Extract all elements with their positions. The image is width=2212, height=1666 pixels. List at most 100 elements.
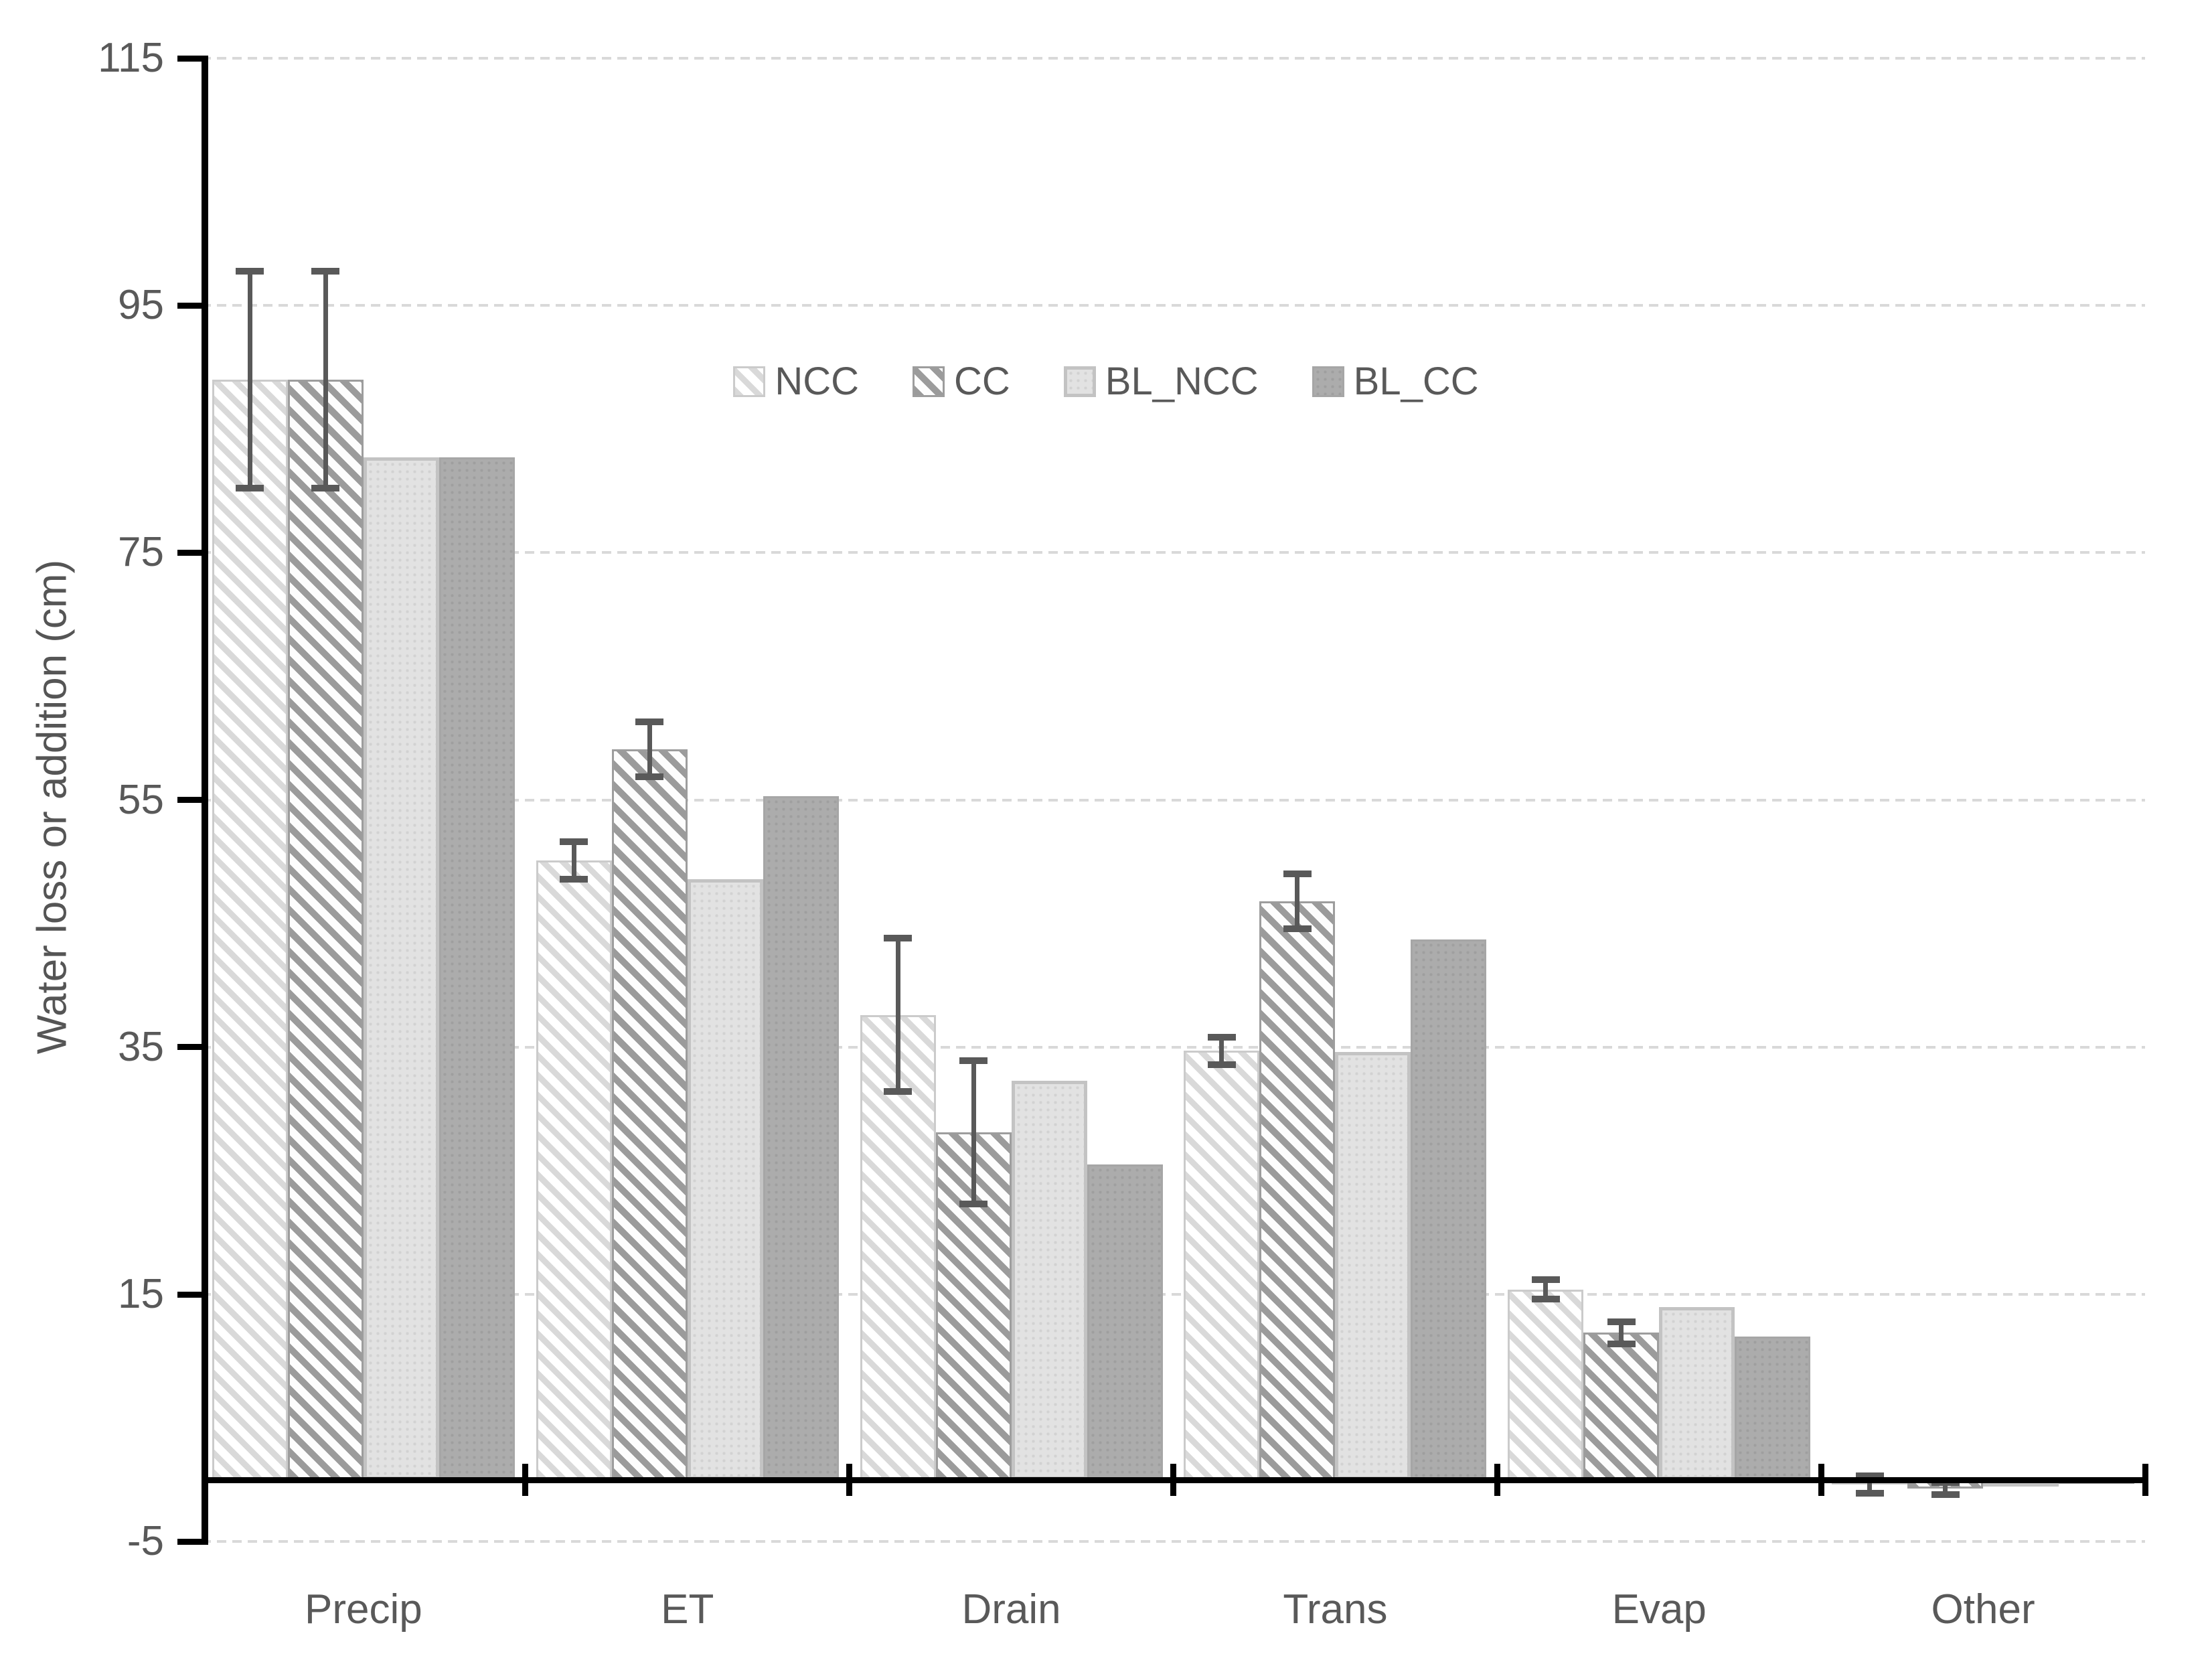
legend-label: BL_CC [1353,360,1479,403]
x-axis-boundary-tick [1818,1464,1824,1496]
gridline-115 [202,57,2145,60]
bar-NCC-Trans [1184,1051,1260,1480]
legend-item-NCC: NCC [733,362,859,402]
error-bar-cap-bottom [1855,1490,1884,1497]
bar-BL_NCC-Drain [1011,1080,1087,1480]
y-tick-label: 115 [98,35,164,81]
error-bar-CC-Trans [1295,874,1300,929]
bar-CC-Trans [1259,901,1336,1480]
y-tick-115 [177,55,202,62]
error-bar-cap-bottom [884,1088,913,1095]
y-tick-label: 95 [118,282,164,329]
y-tick-55 [177,797,202,804]
y-tick-95 [177,302,202,309]
x-axis-label-drain: Drain [961,1586,1061,1633]
x-axis-label-evap: Evap [1611,1586,1707,1633]
error-bar-cap-top [635,718,664,726]
error-bar-NCC-Other [1867,1476,1873,1494]
x-axis-boundary-tick [2142,1464,2148,1496]
y-tick--5 [177,1538,202,1545]
bar-CC-Evap [1583,1333,1660,1480]
legend-label: BL_NCC [1105,360,1259,403]
error-bar-CC-Drain [971,1061,976,1205]
x-axis-label-other: Other [1931,1586,2035,1633]
y-tick-35 [177,1044,202,1051]
error-bar-NCC-Trans [1219,1037,1224,1065]
y-tick-label: 55 [118,776,164,823]
error-bar-cap-top [311,267,340,275]
bar-BL_CC-Evap [1735,1336,1811,1480]
legend-label: NCC [775,360,860,403]
error-bar-NCC-Evap [1543,1279,1549,1300]
x-axis-boundary-tick [846,1464,853,1496]
error-bar-NCC-ET [571,842,576,879]
error-bar-cap-top [1283,870,1312,878]
error-bar-cap-bottom [1531,1296,1560,1303]
bar-BL_CC-Drain [1087,1164,1163,1480]
bar-NCC-Evap [1508,1289,1584,1480]
bar-BL_NCC-Evap [1659,1306,1735,1480]
gridline-75 [202,551,2145,554]
error-bar-cap-bottom [1607,1340,1636,1347]
error-bar-cap-top [959,1057,988,1065]
error-bar-cap-bottom [1283,925,1312,932]
error-bar-cap-top [884,935,913,942]
error-bar-cap-top [1855,1472,1884,1480]
legend-item-BL_CC: BL_CC [1312,362,1479,402]
legend-swatch-NCC [733,366,766,397]
error-bar-CC-Other [1943,1482,1948,1495]
x-axis-label-et: ET [661,1586,714,1633]
bar-BL_NCC-ET [687,879,763,1480]
error-bar-cap-top [1207,1034,1236,1041]
legend-swatch-BL_NCC [1063,366,1096,397]
gridline-15 [202,1293,2145,1296]
y-tick-15 [177,1291,202,1298]
legend-label: CC [954,360,1010,403]
error-bar-cap-top [560,838,588,846]
error-bar-NCC-Precip [247,271,252,489]
x-axis-boundary-tick [522,1464,529,1496]
error-bar-cap-top [1531,1276,1560,1283]
error-bar-cap-bottom [236,485,264,492]
error-bar-cap-bottom [635,773,664,780]
bar-NCC-ET [536,860,612,1480]
legend-item-CC: CC [913,362,1010,402]
plot-area: 115 95 75 55 35 15 -5 Precip ET Drain Trans Evap Oth… [98,35,2148,1633]
y-axis-line [202,56,208,1545]
bar-BL_NCC-Trans [1335,1052,1411,1480]
gridline--5 [202,1540,2145,1543]
bar-CC-Precip [287,379,364,1480]
legend-swatch-CC [913,366,945,397]
y-tick-75 [177,549,202,556]
bar-CC-ET [611,749,688,1480]
error-bar-cap-top [1607,1318,1636,1325]
gridline-35 [202,1045,2145,1049]
bar-BL_CC-Trans [1411,939,1487,1480]
y-tick-label: -5 [127,1518,164,1565]
bar-BL_CC-Precip [439,457,515,1480]
bar-BL_CC-ET [763,796,839,1480]
y-tick-label: 15 [118,1271,164,1318]
error-bar-cap-bottom [1931,1491,1960,1499]
x-axis-label-precip: Precip [305,1586,422,1633]
legend-swatch-BL_CC [1312,366,1344,397]
error-bar-CC-ET [647,722,652,777]
x-axis-label-trans: Trans [1283,1586,1388,1633]
gridline-95 [202,304,2145,307]
error-bar-cap-bottom [311,485,340,492]
x-axis-boundary-tick [1170,1464,1176,1496]
legend-item-BL_NCC: BL_NCC [1063,360,1259,403]
y-tick-label: 75 [118,529,164,576]
gridline-55 [202,798,2145,802]
error-bar-CC-Evap [1619,1321,1624,1344]
y-tick-label: 35 [118,1023,164,1070]
error-bar-cap-bottom [560,875,588,883]
bar-NCC-Precip [212,379,288,1480]
error-bar-cap-bottom [1207,1061,1236,1068]
error-bar-cap-top [236,267,264,275]
error-bar-cap-bottom [959,1201,988,1208]
bar-BL_NCC-Precip [363,457,439,1480]
x-axis-boundary-tick [1494,1464,1500,1496]
error-bar-CC-Precip [323,271,328,489]
